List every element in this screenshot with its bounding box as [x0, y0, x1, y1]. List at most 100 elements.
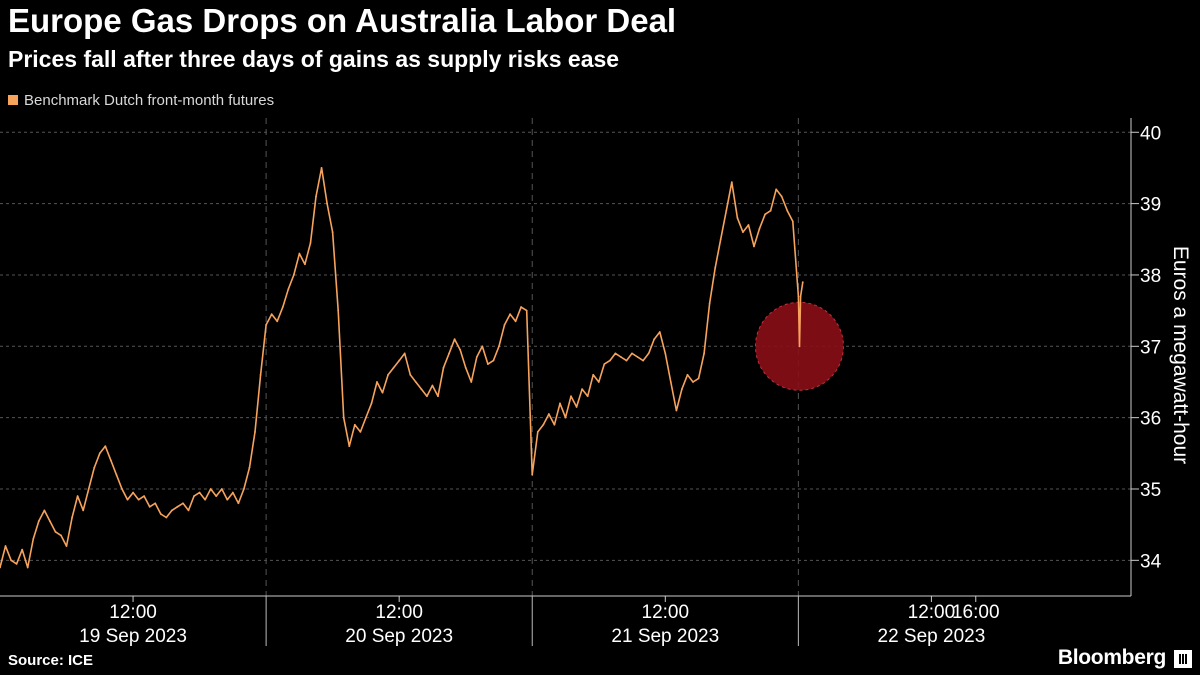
- data-point: [248, 466, 251, 469]
- data-point: [104, 445, 107, 448]
- y-tick-label: 40: [1140, 123, 1161, 144]
- x-tick-label: 12:00: [375, 602, 423, 623]
- data-point: [437, 395, 439, 398]
- data-point: [775, 188, 778, 191]
- data-point: [653, 338, 656, 341]
- y-axis-label: Euros a megawatt-hour: [1169, 246, 1192, 464]
- data-point: [276, 320, 279, 323]
- data-point: [342, 416, 345, 419]
- data-point: [675, 409, 678, 412]
- data-point: [143, 495, 146, 498]
- chart-subtitle: Prices fall after three days of gains as…: [8, 46, 620, 72]
- data-point: [669, 381, 672, 383]
- y-tick-label: 35: [1140, 480, 1161, 501]
- data-point: [231, 491, 234, 494]
- data-point: [798, 345, 801, 348]
- data-point: [736, 216, 739, 219]
- data-point: [254, 431, 256, 433]
- data-point: [642, 359, 645, 362]
- data-point: [525, 309, 528, 312]
- data-point: [448, 352, 450, 355]
- data-point: [703, 352, 706, 355]
- data-point: [786, 209, 789, 212]
- data-point: [625, 359, 628, 362]
- data-point: [769, 209, 772, 212]
- data-point: [198, 491, 201, 494]
- y-tick-label: 34: [1140, 551, 1162, 572]
- data-point: [320, 167, 323, 169]
- y-tick-label: 36: [1140, 409, 1161, 430]
- data-point: [309, 241, 312, 244]
- data-point: [326, 202, 329, 205]
- data-point: [608, 359, 611, 362]
- data-point: [553, 423, 556, 426]
- data-point: [647, 352, 650, 355]
- data-point: [204, 498, 207, 501]
- data-point: [686, 373, 689, 376]
- data-point: [730, 181, 733, 184]
- data-point: [182, 502, 184, 505]
- data-point: [431, 384, 434, 387]
- data-point: [531, 473, 534, 476]
- data-point: [226, 498, 229, 501]
- data-point: [115, 473, 118, 476]
- data-point: [420, 388, 423, 391]
- data-point: [4, 545, 7, 547]
- data-point: [165, 516, 168, 519]
- data-point: [464, 366, 467, 369]
- data-point: [270, 313, 273, 316]
- data-point: [26, 566, 29, 569]
- data-point: [353, 423, 356, 426]
- data-point: [148, 505, 151, 508]
- data-point: [592, 373, 595, 376]
- data-point: [76, 495, 79, 498]
- data-point: [459, 348, 462, 351]
- data-point: [620, 356, 622, 358]
- data-point: [48, 520, 51, 522]
- data-point: [453, 338, 456, 341]
- data-point: [780, 195, 783, 198]
- data-point: [10, 559, 12, 562]
- data-point: [708, 302, 711, 305]
- data-point: [121, 488, 123, 490]
- data-point: [376, 381, 378, 383]
- data-point: [492, 359, 495, 362]
- data-point: [170, 509, 173, 512]
- data-point: [597, 381, 600, 383]
- data-point: [159, 513, 162, 515]
- x-date-label: 21 Sep 2023: [611, 626, 719, 647]
- data-point: [132, 491, 134, 494]
- data-point: [603, 363, 606, 366]
- data-point: [797, 295, 800, 298]
- data-point: [281, 306, 284, 308]
- data-point: [298, 252, 301, 255]
- data-point: [403, 352, 406, 355]
- data-point: [575, 406, 578, 408]
- data-point: [82, 509, 85, 512]
- source-note: Source: ICE: [8, 652, 94, 669]
- data-point: [370, 402, 373, 405]
- data-point: [93, 466, 96, 469]
- data-point: [15, 562, 18, 565]
- data-point: [304, 263, 306, 266]
- data-point: [570, 395, 572, 398]
- data-point: [21, 548, 24, 551]
- data-point: [98, 452, 101, 455]
- data-point: [509, 313, 511, 316]
- data-point: [331, 231, 334, 234]
- data-point: [486, 363, 489, 366]
- chart-title: Europe Gas Drops on Australia Labor Deal: [8, 2, 677, 39]
- data-point: [514, 320, 517, 323]
- data-point: [475, 356, 478, 358]
- data-point: [719, 238, 722, 241]
- data-point: [564, 416, 567, 419]
- data-point: [414, 381, 417, 383]
- data-point: [481, 345, 484, 348]
- y-tick-label: 37: [1140, 337, 1161, 358]
- data-point: [32, 538, 35, 540]
- data-point: [536, 431, 539, 433]
- data-point: [215, 495, 218, 498]
- data-point: [365, 416, 367, 419]
- data-point: [791, 220, 794, 223]
- data-point: [398, 359, 401, 362]
